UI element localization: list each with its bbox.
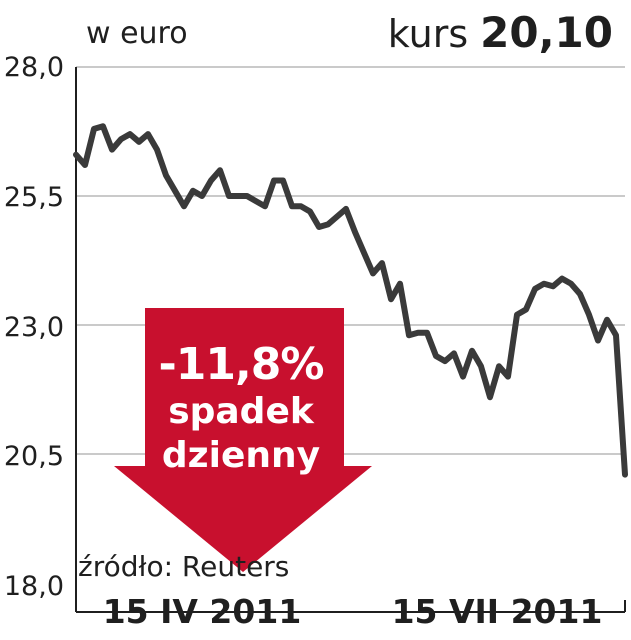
callout-line-2: dzienny — [161, 435, 321, 476]
callout-arrow-shape — [114, 308, 372, 572]
change-callout: -11,8% spadek dzienny — [118, 340, 364, 478]
unit-label: w euro — [86, 16, 188, 51]
y-tick-label: 20,5 — [3, 441, 64, 472]
callout-line-1: spadek — [168, 391, 314, 432]
x-tick-label: 15 IV 2011 — [102, 592, 302, 631]
y-tick-label: 18,0 — [3, 571, 64, 602]
current-rate: kurs 20,10 — [388, 8, 613, 57]
kurs-value: 20,10 — [480, 8, 613, 57]
price-line — [73, 123, 628, 478]
kurs-label: kurs — [387, 12, 469, 56]
y-tick-label: 28,0 — [3, 52, 64, 83]
y-tick-label: 25,5 — [3, 182, 64, 213]
change-percent: -11,8% — [158, 339, 325, 390]
source-label: źródło: Reuters — [78, 550, 290, 583]
series-layer — [73, 123, 628, 478]
y-tick-label: 23,0 — [3, 312, 64, 343]
x-tick-label: 15 VII 2011 — [391, 592, 603, 631]
